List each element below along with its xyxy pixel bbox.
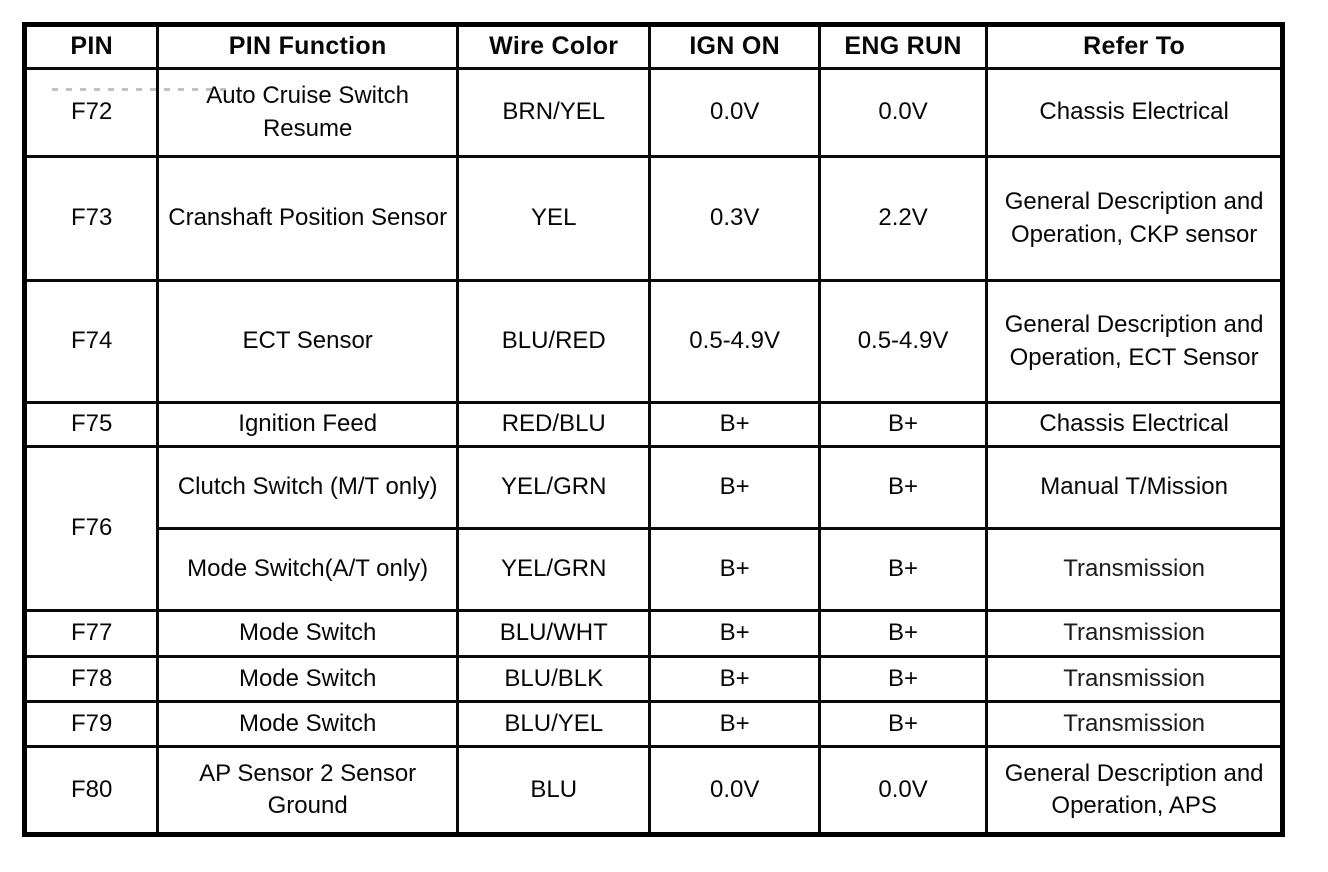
ign-on-cell: B+ [648,401,821,448]
wire-color-cell: YEL [456,155,652,282]
refer-to-cell: Transmission [985,609,1284,658]
pin-cell: F80 [22,745,160,836]
pin-cell: F72 [22,67,160,158]
header-pin-function: PIN Function [156,23,460,70]
ign-on-cell: 0.0V [648,745,821,836]
pin-cell: F78 [22,655,160,703]
table-header-row: PIN PIN Function Wire Color IGN ON ENG R… [22,23,1284,70]
eng-run-cell: B+ [817,445,989,530]
eng-run-cell: 0.0V [817,745,989,836]
table-row: F73 Cranshaft Position Sensor YEL 0.3V 2… [22,155,1284,282]
function-cell: AP Sensor 2 Sensor Ground [156,745,460,836]
function-cell: Mode Switch [156,700,460,748]
table-row: F77 Mode Switch BLU/WHT B+ B+ Transmissi… [22,609,1284,658]
wire-color-cell: YEL/GRN [456,527,652,612]
refer-to-cell: Transmission [985,527,1284,612]
table-row: Mode Switch(A/T only) YEL/GRN B+ B+ Tran… [25,527,1284,612]
eng-run-cell: 2.2V [817,155,989,282]
header-ign-on: IGN ON [648,23,821,70]
refer-to-cell: General Description and Operation, CKP s… [985,155,1284,282]
eng-run-cell: 0.5-4.9V [817,279,989,404]
header-refer-to: Refer To [985,23,1284,70]
wire-color-cell: YEL/GRN [456,445,652,530]
scanned-document-page: PIN PIN Function Wire Color IGN ON ENG R… [22,22,1285,837]
pin-cell: F79 [22,700,160,748]
table-row: F79 Mode Switch BLU/YEL B+ B+ Transmissi… [22,700,1284,748]
table-row: F80 AP Sensor 2 Sensor Ground BLU 0.0V 0… [22,745,1284,836]
eng-run-cell: B+ [817,609,989,658]
pin-cell: F74 [22,279,160,404]
wire-color-cell: BRN/YEL [456,67,652,158]
ign-on-cell: B+ [648,609,821,658]
pin-cell: F77 [22,609,160,658]
wire-color-cell: BLU/BLK [456,655,652,703]
refer-to-cell: General Description and Operation, APS [985,745,1284,836]
table-row: F75 Ignition Feed RED/BLU B+ B+ Chassis … [22,401,1284,448]
function-cell: Auto Cruise Switch Resume [156,67,460,158]
function-cell: Mode Switch(A/T only) [156,527,460,612]
eng-run-cell: B+ [817,700,989,748]
function-cell: Mode Switch [156,655,460,703]
refer-to-cell: Transmission [985,655,1284,703]
ign-on-cell: B+ [648,527,821,612]
refer-to-cell: Manual T/Mission [985,445,1284,530]
wire-color-cell: BLU/YEL [456,700,652,748]
wire-color-cell: BLU/RED [456,279,652,404]
refer-to-cell: Transmission [985,700,1284,748]
ign-on-cell: B+ [648,655,821,703]
function-cell: Clutch Switch (M/T only) [156,445,460,530]
pin-cell: F76 [22,445,160,612]
ign-on-cell: B+ [648,700,821,748]
ign-on-cell: 0.5-4.9V [648,279,821,404]
function-cell: Cranshaft Position Sensor [156,155,460,282]
refer-to-cell: Chassis Electrical [985,401,1284,448]
wire-color-cell: BLU [456,745,652,836]
refer-to-cell: General Description and Operation, ECT S… [985,279,1284,404]
eng-run-cell: B+ [817,527,989,612]
table-row: F76 Clutch Switch (M/T only) YEL/GRN B+ … [22,445,1284,612]
eng-run-cell: 0.0V [817,67,989,158]
header-pin: PIN [22,23,160,70]
table-row: F72 Auto Cruise Switch Resume BRN/YEL 0.… [22,67,1284,158]
function-cell: Ignition Feed [156,401,460,448]
function-cell: Mode Switch [156,609,460,658]
wire-color-cell: RED/BLU [456,401,652,448]
header-eng-run: ENG RUN [817,23,989,70]
pin-voltage-table: PIN PIN Function Wire Color IGN ON ENG R… [22,22,1285,837]
function-cell: ECT Sensor [156,279,460,404]
pin-cell: F75 [22,401,160,448]
wire-color-cell: BLU/WHT [456,609,652,658]
pin-cell: F73 [22,155,160,282]
refer-to-cell: Chassis Electrical [985,67,1284,158]
eng-run-cell: B+ [817,655,989,703]
eng-run-cell: B+ [817,401,989,448]
table-row: F78 Mode Switch BLU/BLK B+ B+ Transmissi… [22,655,1284,703]
table-row: F74 ECT Sensor BLU/RED 0.5-4.9V 0.5-4.9V… [22,279,1284,404]
ign-on-cell: B+ [648,445,821,530]
ign-on-cell: 0.3V [648,155,821,282]
header-wire-color: Wire Color [456,23,652,70]
ign-on-cell: 0.0V [648,67,821,158]
